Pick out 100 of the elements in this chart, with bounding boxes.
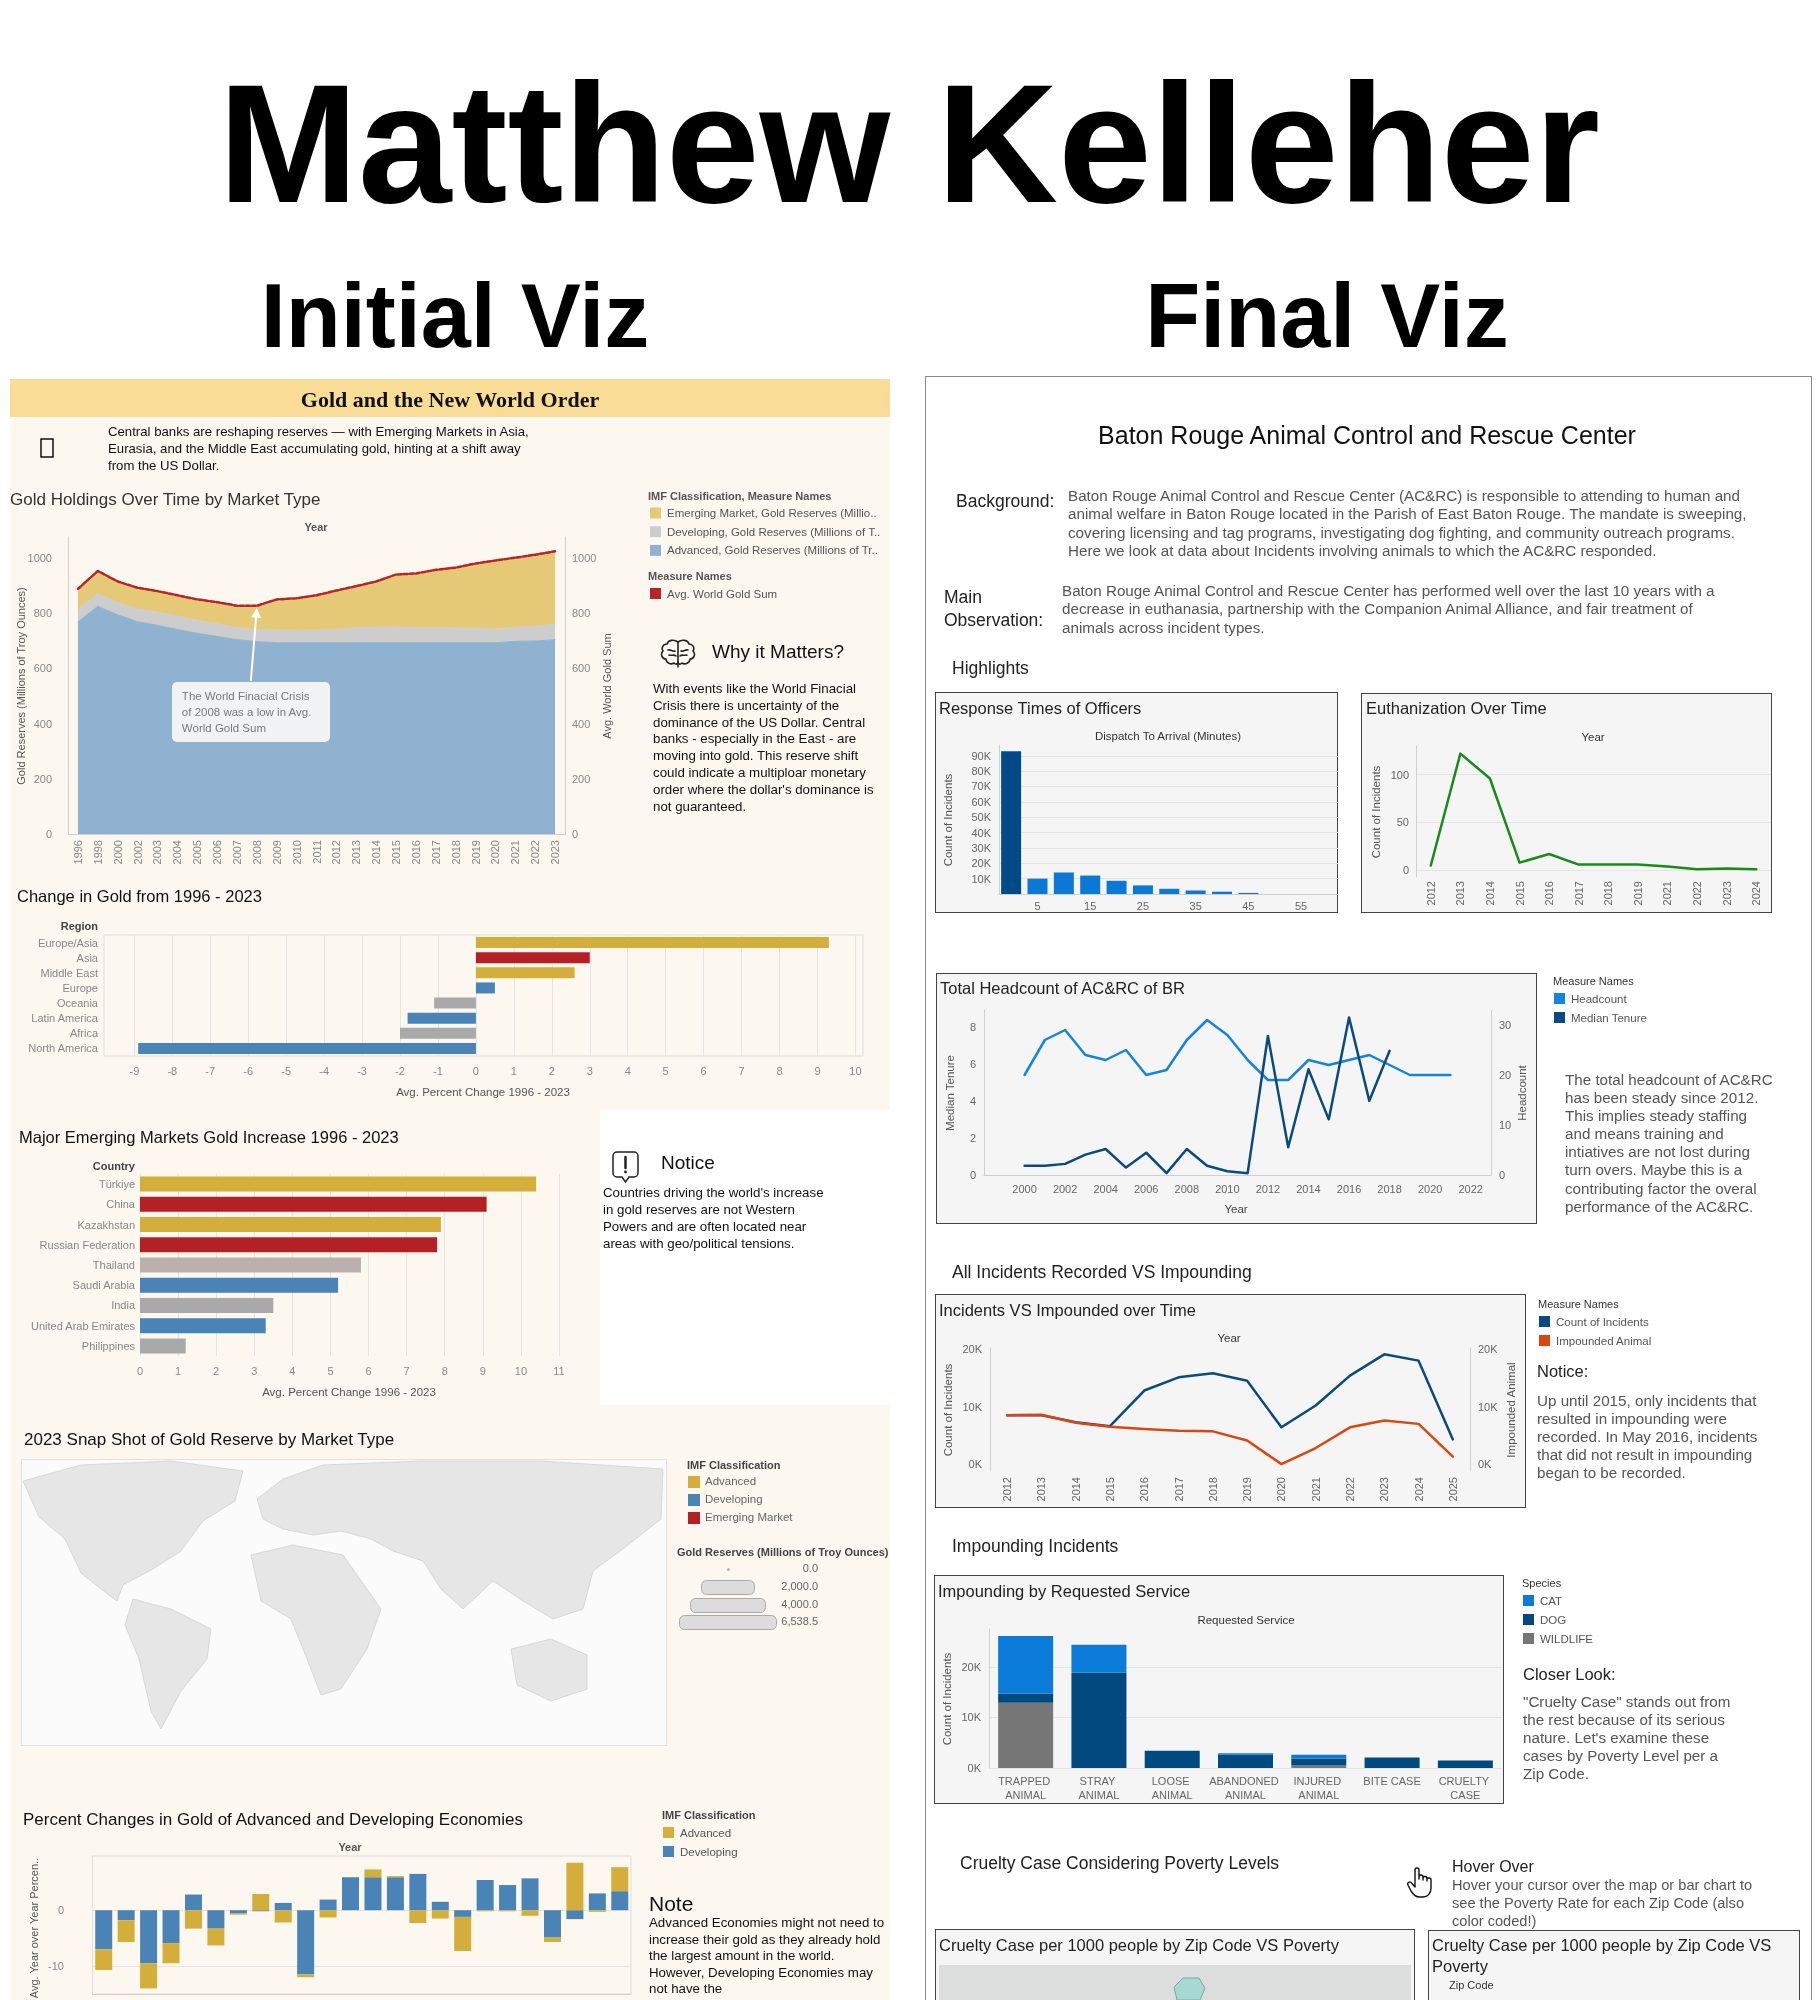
bar	[475, 937, 829, 949]
x-tick-label: 2023	[1378, 1477, 1391, 1502]
bar	[95, 1949, 113, 1970]
x-tick-label: 35	[1189, 899, 1202, 912]
x-tick-label: 2020	[489, 840, 502, 865]
text: Final Viz	[1145, 266, 1509, 366]
x-tick-label: -9	[129, 1064, 140, 1077]
y-tick-label: 800	[572, 607, 591, 620]
chart-subtitle: Impounding Incidents	[952, 1536, 1119, 1557]
bar	[140, 1196, 487, 1212]
y-axis-title: Gold Reserves (Millions of Troy Ounces)	[15, 586, 29, 785]
y-tick-label: United Arab Emirates	[31, 1319, 136, 1332]
x-tick-label: 7	[738, 1064, 745, 1077]
x-tick-label: 2016	[1138, 1477, 1151, 1502]
x-tick-label: 6	[700, 1064, 707, 1077]
legend-title: IMF Classification	[687, 1459, 781, 1473]
text: Central banks are reshaping reserves — with Emerging Markets in Asia, Eurasia, and the Middle East accumulating gold, hinting at a shift away from the US Dollar.	[108, 423, 530, 474]
x-tick-label: 2020	[1275, 1477, 1288, 1502]
legend-title: Measure Names	[1538, 1298, 1619, 1312]
bar	[274, 1902, 292, 1911]
bar	[454, 1910, 472, 1917]
x-tick-label: 2023	[1720, 881, 1733, 906]
y-tick-label: 600	[572, 662, 591, 675]
bar	[386, 1877, 404, 1911]
bar	[1071, 1672, 1127, 1768]
y2-tick-label: 0K	[1478, 1458, 1493, 1471]
text: "Cruelty Case" stands out from the rest because of its serious nature. Let's examine these cases by Poverty Level per a Zip Code.	[1523, 1693, 1732, 1784]
y-tick-label: 10K	[962, 1400, 983, 1413]
bar	[1027, 878, 1048, 894]
text: Gold and the New World Order	[300, 387, 600, 414]
text: Gold Reserves (Millions of Troy Ounces)	[677, 1546, 889, 1560]
x-axis-title: Requested Service	[1197, 1614, 1295, 1628]
bar	[409, 1873, 427, 1911]
legend-label: Avg. World Gold Sum	[667, 587, 778, 600]
bar	[1080, 875, 1101, 894]
text: Note	[649, 1891, 694, 1917]
text: Matthew Kelleher	[218, 50, 1600, 238]
x-tick-label: 2022	[1458, 1182, 1483, 1195]
x-tick-label: 15	[1084, 899, 1097, 912]
text: Why it Matters?	[712, 641, 844, 664]
text: 2,000.0	[781, 1580, 818, 1594]
bar	[184, 1894, 202, 1911]
y-tick-label: 20K	[971, 857, 992, 870]
bar	[566, 1910, 584, 1920]
text: Baton Rouge Animal Control and Rescue Center has performed well over the last 10 years with a decrease in euthanasia, partnership with the Companion Animal Alliance, and fair treatment of animals across incident types.	[1062, 582, 1716, 637]
bar	[297, 1974, 315, 1978]
x-tick-label: 11	[553, 1364, 565, 1377]
bar	[431, 1910, 449, 1919]
text: 4,000.0	[781, 1598, 818, 1612]
y-tick-label: 50	[1396, 816, 1409, 829]
text: Up until 2015, only incidents that resulted in impounding were recorded. In May 2016, incidents that did not result in impounding began to be recorded.	[1537, 1392, 1759, 1483]
x-tick-label: 2021	[509, 840, 522, 865]
legend-label: WILDLIFE	[1540, 1632, 1594, 1645]
y-tick-label: 600	[33, 662, 52, 675]
y-tick-label: 1000	[572, 551, 597, 564]
text: Notice	[661, 1152, 715, 1175]
y2-tick-label: 20	[1499, 1069, 1512, 1081]
bar	[1437, 1760, 1493, 1768]
y2-tick-label: 0	[1499, 1169, 1506, 1181]
bar	[454, 1916, 472, 1951]
x-tick-label: 2022	[529, 840, 542, 865]
y-tick-label: 10K	[971, 872, 992, 885]
x-axis-title: Year	[304, 521, 328, 535]
x-tick-label: TRAPPED ANIMAL	[998, 1775, 1054, 1801]
y-tick-label: 0	[45, 828, 52, 840]
x-tick-label: 2023	[549, 840, 562, 865]
x-tick-label: -4	[319, 1064, 329, 1077]
x-tick-label: 2024	[1750, 881, 1763, 906]
x-tick-label: 55	[1294, 899, 1308, 912]
x-tick-label: -8	[167, 1064, 178, 1077]
x-tick-label: 2022	[1691, 881, 1704, 906]
chart-subtitle: All Incidents Recorded VS Impounding	[952, 1262, 1252, 1283]
y-tick-label: 4	[969, 1094, 976, 1107]
y-axis-title: Country	[92, 1160, 135, 1174]
bar	[431, 1901, 449, 1911]
legend-label: Count of Incidents	[1556, 1315, 1649, 1328]
y2-axis-title: Impounded Animal	[1505, 1361, 1519, 1458]
bar	[117, 1920, 135, 1943]
x-tick-label: -1	[433, 1064, 443, 1077]
y-tick-label: 400	[33, 717, 52, 730]
legend-label: DOG	[1540, 1613, 1567, 1626]
x-axis-title: Year	[338, 1841, 362, 1855]
bar	[1106, 880, 1127, 894]
y2-tick-label: 30	[1499, 1019, 1512, 1031]
chart-title: Euthanization Over Time	[1366, 699, 1547, 719]
y-tick-label: 100	[1390, 768, 1409, 781]
x-tick-label: 2005	[191, 840, 204, 865]
bar	[407, 1012, 476, 1024]
x-tick-label: 2002	[1052, 1182, 1078, 1195]
bar	[140, 1176, 537, 1192]
y-tick-label: Asia	[76, 951, 99, 964]
x-tick-label: 5	[327, 1364, 334, 1377]
y-tick-label: 20K	[961, 1660, 982, 1673]
bar	[611, 1891, 629, 1911]
bar	[1364, 1757, 1420, 1768]
x-tick-label: -6	[243, 1064, 254, 1077]
x-axis-title: Avg. Percent Change 1996 - 2023	[262, 1386, 436, 1400]
x-tick-label: 1	[175, 1364, 182, 1377]
bar	[475, 952, 590, 964]
category-label: Developing	[705, 1493, 763, 1507]
